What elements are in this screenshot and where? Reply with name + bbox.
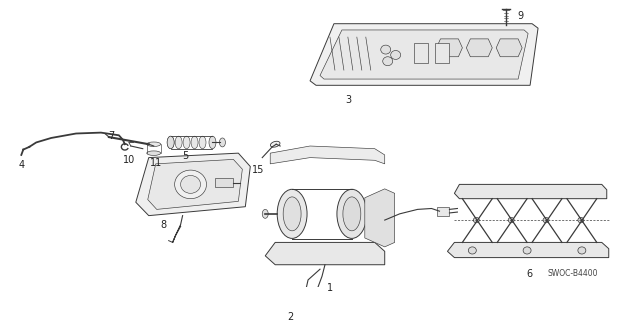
Text: 15: 15 <box>252 165 264 175</box>
Text: 4: 4 <box>18 160 24 170</box>
Ellipse shape <box>167 136 174 149</box>
Circle shape <box>508 217 514 223</box>
Polygon shape <box>467 39 492 57</box>
Polygon shape <box>365 189 395 247</box>
Ellipse shape <box>343 197 361 231</box>
Ellipse shape <box>183 136 190 149</box>
Ellipse shape <box>147 151 161 156</box>
Ellipse shape <box>175 136 182 149</box>
Polygon shape <box>454 184 607 199</box>
Ellipse shape <box>220 138 225 147</box>
Circle shape <box>390 51 401 60</box>
Polygon shape <box>320 30 528 79</box>
Ellipse shape <box>167 136 174 149</box>
Circle shape <box>175 170 207 199</box>
Text: 8: 8 <box>161 220 167 230</box>
Text: 7: 7 <box>108 131 114 141</box>
Polygon shape <box>447 243 609 258</box>
Text: 5: 5 <box>182 151 189 161</box>
Bar <box>216 178 234 187</box>
Polygon shape <box>496 39 522 57</box>
Polygon shape <box>436 39 462 57</box>
Ellipse shape <box>283 197 301 231</box>
Circle shape <box>474 217 479 223</box>
Circle shape <box>468 247 476 254</box>
Ellipse shape <box>262 209 268 218</box>
Circle shape <box>180 175 200 193</box>
Ellipse shape <box>209 136 216 149</box>
Polygon shape <box>148 159 243 209</box>
Ellipse shape <box>271 141 280 147</box>
Circle shape <box>578 217 584 223</box>
Ellipse shape <box>191 136 198 149</box>
Circle shape <box>543 217 549 223</box>
Circle shape <box>381 45 390 54</box>
Circle shape <box>578 247 586 254</box>
Text: SWOC-B4400: SWOC-B4400 <box>547 269 598 278</box>
Ellipse shape <box>199 136 206 149</box>
Polygon shape <box>265 243 385 265</box>
Polygon shape <box>136 153 250 216</box>
Ellipse shape <box>337 189 367 238</box>
Text: 6: 6 <box>526 269 532 279</box>
Text: 3: 3 <box>345 95 351 105</box>
Polygon shape <box>270 146 385 164</box>
Bar <box>435 43 449 63</box>
Ellipse shape <box>277 189 307 238</box>
Bar <box>438 207 449 216</box>
Circle shape <box>523 247 531 254</box>
Circle shape <box>383 57 393 66</box>
Polygon shape <box>310 24 538 85</box>
Text: 2: 2 <box>287 312 293 320</box>
Text: 11: 11 <box>150 158 162 168</box>
Bar <box>413 43 428 63</box>
Text: 1: 1 <box>327 283 333 292</box>
Ellipse shape <box>147 142 161 147</box>
Text: 9: 9 <box>517 11 524 21</box>
Text: 10: 10 <box>123 155 135 165</box>
